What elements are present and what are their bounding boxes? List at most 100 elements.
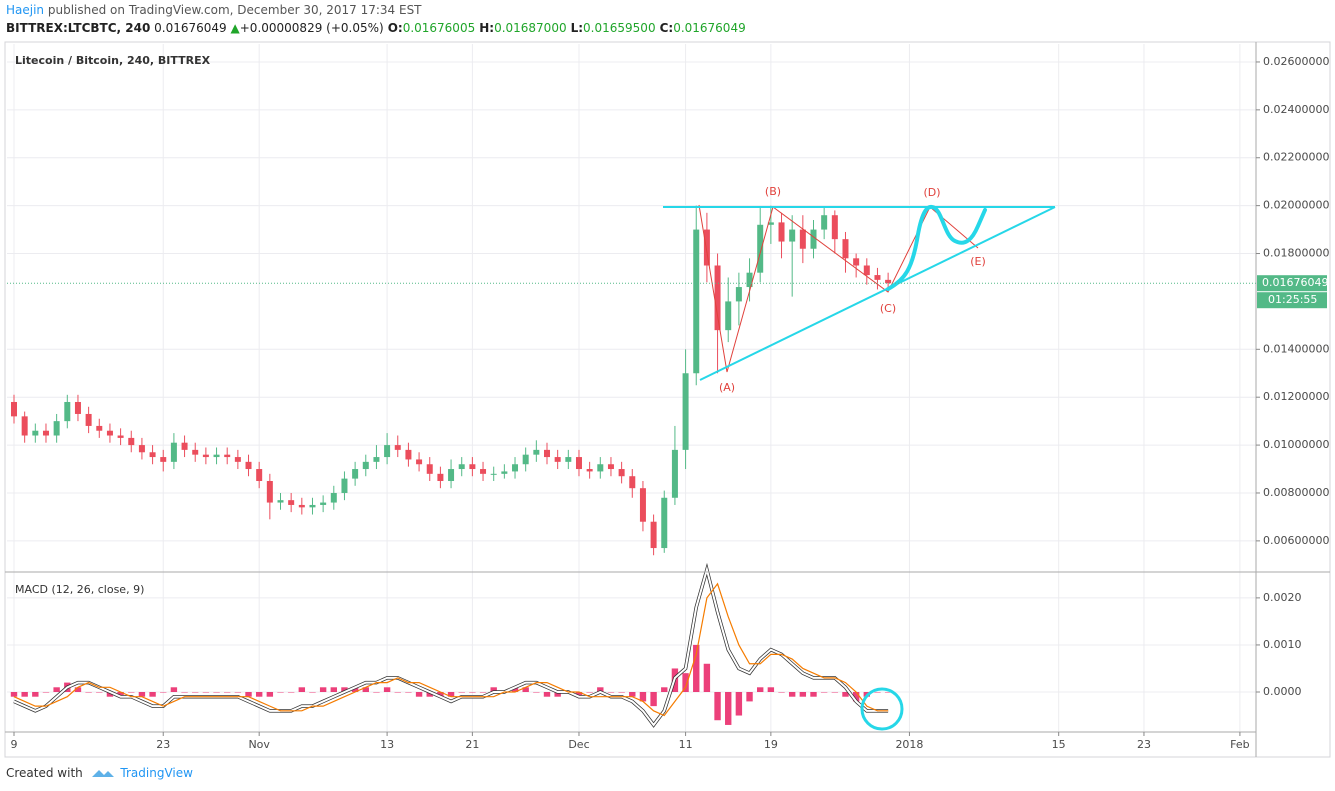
- candle-body: [437, 473, 444, 482]
- histogram-bar: [703, 663, 711, 692]
- chart-title: Litecoin / Bitcoin, 240, BITTREX: [15, 54, 211, 67]
- candle-body: [821, 215, 828, 230]
- histogram-bar: [255, 692, 263, 697]
- ohlc-value: 0.01659500: [583, 21, 656, 35]
- candle-body: [53, 421, 60, 436]
- y-tick-label: 0.02600000: [1263, 55, 1329, 68]
- candle-body: [362, 461, 369, 470]
- histogram-bar: [149, 692, 156, 697]
- histogram-bar: [160, 692, 167, 693]
- candle-body: [42, 430, 49, 436]
- candle-body: [693, 229, 700, 374]
- candle-body: [426, 464, 433, 474]
- brand[interactable]: TradingView: [120, 766, 193, 780]
- candle-body: [512, 464, 519, 472]
- candle-body: [767, 222, 774, 225]
- candle-body: [288, 500, 295, 505]
- candle-body: [373, 457, 380, 462]
- histogram-bar: [725, 692, 732, 725]
- candle-body: [618, 469, 625, 477]
- macd-title: MACD (12, 26, close, 9): [15, 583, 144, 596]
- histogram-bar: [884, 692, 892, 693]
- last-price-box: [1257, 275, 1327, 292]
- histogram-bar: [234, 692, 242, 693]
- candle-body: [320, 502, 327, 505]
- candle-body: [746, 272, 753, 288]
- x-tick-label: 21: [465, 738, 479, 751]
- projection-curve: [886, 204, 987, 291]
- ohlc-value: 0.01676049: [673, 21, 746, 35]
- symbol: BITTREX:LTCBTC, 240: [6, 21, 151, 35]
- histogram-bar: [266, 692, 274, 697]
- candle-body: [213, 454, 220, 458]
- candle-body: [234, 457, 241, 462]
- candle-body: [671, 449, 678, 498]
- histogram-bar: [735, 692, 743, 716]
- histogram-bar: [309, 692, 316, 693]
- drawings: [663, 204, 1056, 731]
- ohlc-label: H:: [479, 21, 495, 35]
- candle-body: [138, 445, 145, 453]
- histogram-bar: [202, 692, 210, 693]
- y-tick-label: 0.01000000: [1263, 438, 1329, 451]
- candle-body: [160, 457, 167, 462]
- histogram-bar: [85, 692, 92, 693]
- candle-body: [11, 401, 17, 417]
- histogram-bar: [831, 692, 839, 693]
- histogram-bar: [32, 692, 39, 697]
- histogram-bar: [405, 692, 412, 693]
- y-tick-label: 0.01800000: [1263, 247, 1329, 260]
- candle-body: [341, 478, 348, 493]
- candle-body: [149, 452, 156, 458]
- x-tick-label: 23: [1137, 738, 1151, 751]
- candle-body: [458, 464, 465, 470]
- candle-body: [629, 476, 636, 489]
- y-tick-label: 0.01200000: [1263, 390, 1329, 403]
- countdown: 01:25:55: [1268, 293, 1317, 306]
- histogram-bar: [181, 692, 188, 693]
- histogram-bar: [415, 692, 423, 697]
- candle-body: [256, 469, 263, 482]
- histogram-bar: [788, 692, 796, 697]
- candle-body: [575, 457, 582, 470]
- candle-body: [117, 435, 124, 438]
- wave-label: (E): [970, 255, 986, 268]
- y-tick-label: 0.0020: [1263, 591, 1302, 604]
- x-tick-label: 23: [156, 738, 170, 751]
- histogram-bar: [341, 687, 348, 692]
- candle-body: [224, 454, 231, 458]
- histogram-bar: [458, 692, 465, 693]
- histogram-bar: [373, 692, 380, 693]
- histogram-bar: [586, 692, 593, 693]
- wave-label: (C): [880, 302, 896, 315]
- publish-line: Haejin published on TradingView.com, Dec…: [6, 3, 422, 17]
- histogram-bar: [554, 692, 561, 697]
- histogram-bar: [96, 692, 103, 693]
- histogram-bar: [330, 687, 337, 692]
- candle-body: [21, 416, 28, 436]
- histogram-bar: [799, 692, 807, 697]
- histogram-bar: [618, 692, 625, 693]
- author[interactable]: Haejin: [6, 3, 45, 17]
- histogram-bar: [682, 673, 689, 692]
- candle-body: [352, 469, 359, 479]
- candle-body: [725, 301, 732, 331]
- candle-body: [778, 222, 785, 242]
- candle-body: [682, 373, 689, 450]
- x-tick-label: 2018: [895, 738, 923, 751]
- candle-body: [96, 425, 103, 431]
- candle-body: [245, 461, 252, 470]
- histogram-bar: [74, 687, 82, 692]
- histogram-bar: [170, 687, 178, 692]
- ohlc: O:0.01676005 H:0.01687000 L:0.01659500 C:0.…: [384, 21, 746, 35]
- candle-body: [661, 497, 668, 549]
- histogram-bar: [287, 692, 295, 693]
- histogram-bar: [639, 692, 647, 702]
- candle-body: [842, 239, 849, 259]
- ohlc-label: L:: [570, 21, 584, 35]
- candle-body: [831, 215, 838, 240]
- histogram-bar: [661, 687, 668, 692]
- histogram-bar: [693, 644, 700, 692]
- y-tick-label: 0.02000000: [1263, 199, 1329, 212]
- y-tick-label: 0.00800000: [1263, 486, 1329, 499]
